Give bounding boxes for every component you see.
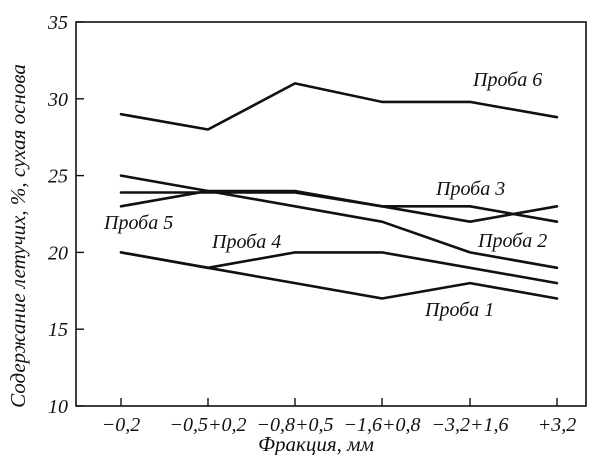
x-tick-label: −3,2+1,6 (432, 414, 509, 436)
plot-frame (75, 21, 587, 407)
series-labels: Проба 6 Проба 3 Проба 2 Проба 5 Проба 4 … (103, 69, 547, 321)
series-line-4 (119, 189, 559, 223)
y-tick-label: 30 (47, 89, 68, 111)
series-label-proba-5: Проба 5 (103, 212, 173, 234)
y-tick-label: 10 (48, 396, 68, 418)
x-tick-label: −0,5+0,2 (170, 414, 247, 436)
y-tick-label: 15 (48, 319, 68, 341)
y-axis-ticks: 10 15 20 25 30 35 (47, 12, 84, 418)
y-tick-label: 25 (48, 166, 68, 188)
series-label-proba-1: Проба 1 (424, 299, 494, 321)
x-axis-ticks: −0,2 −0,5+0,2 −0,8+0,5 −1,6+0,8 −3,2+1,6 +3,2 (102, 398, 577, 436)
series-label-proba-6: Проба 6 (472, 69, 542, 91)
y-axis-label: Содержание летучих, %, сухая основа (6, 64, 30, 408)
series-label-proba-2: Проба 2 (477, 230, 547, 252)
x-tick-label: −0,2 (102, 414, 141, 436)
x-tick-label: −1,6+0,8 (344, 414, 421, 436)
series-line-1 (119, 82, 559, 131)
series-label-proba-4: Проба 4 (211, 231, 281, 253)
series-label-proba-3: Проба 3 (435, 178, 505, 200)
x-tick-label: +3,2 (538, 414, 577, 436)
series-line-3 (119, 174, 559, 270)
series-lines (119, 82, 559, 300)
y-tick-label: 35 (47, 12, 68, 34)
x-tick-label: −0,8+0,5 (257, 414, 334, 436)
x-axis-label: Фракция, мм (258, 432, 374, 455)
y-tick-label: 20 (48, 242, 68, 264)
series-line-6 (119, 251, 559, 300)
